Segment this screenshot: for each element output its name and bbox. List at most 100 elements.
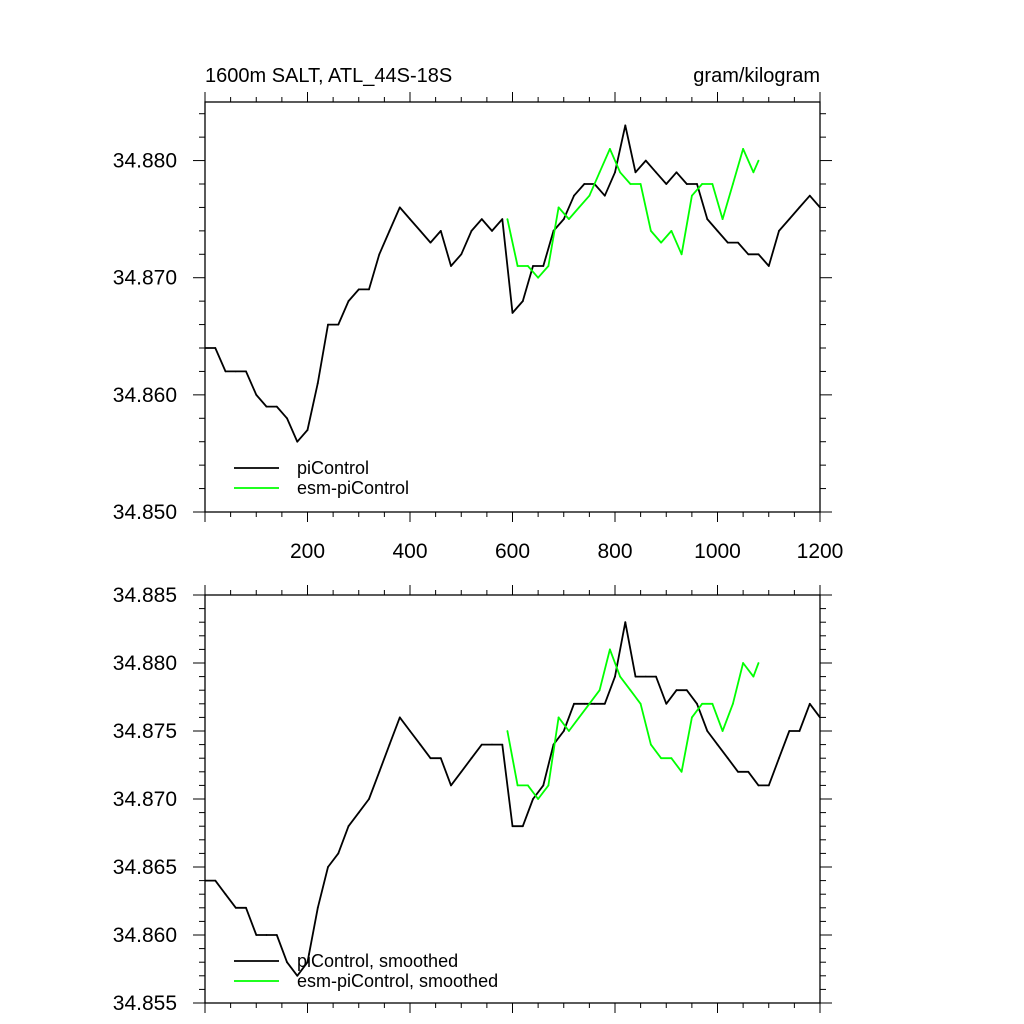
x-tick-label: 400 (392, 540, 427, 563)
data-point (224, 370, 227, 373)
data-point (205, 347, 206, 349)
legend-label: esm-piControl, smoothed (297, 971, 498, 991)
data-point (644, 675, 647, 678)
legend-label: piControl, smoothed (297, 951, 458, 971)
data-point (716, 230, 719, 232)
data-point (721, 218, 724, 221)
data-point (547, 265, 550, 267)
y-tick-label: 34.870 (113, 788, 177, 811)
data-point (593, 702, 596, 705)
data-point (670, 230, 673, 232)
data-point (516, 784, 519, 787)
data-point (368, 288, 370, 291)
data-point (398, 716, 401, 719)
data-point (557, 206, 560, 209)
data-point (398, 206, 401, 209)
data-point (634, 171, 637, 174)
data-point (757, 159, 760, 162)
data-point (583, 702, 586, 705)
data-point (511, 825, 514, 828)
data-point (696, 702, 698, 705)
data-point (624, 621, 627, 624)
data-point (757, 662, 760, 664)
data-point (624, 124, 627, 127)
data-point (286, 961, 288, 964)
data-point (650, 743, 652, 746)
x-tick-label: 1000 (694, 540, 741, 563)
series-line-1 (506, 147, 760, 279)
data-point (808, 194, 811, 197)
data-point (542, 265, 545, 267)
data-point (245, 906, 247, 909)
data-point (388, 230, 391, 232)
data-point (337, 323, 340, 326)
data-point (675, 689, 678, 692)
data-point (742, 662, 744, 664)
data-point (537, 276, 539, 279)
data-point (255, 934, 258, 936)
data-point (234, 906, 237, 909)
y-tick-label: 34.870 (113, 267, 177, 290)
data-point (726, 241, 729, 244)
data-point (506, 218, 509, 221)
data-point (655, 171, 657, 174)
data-point (742, 148, 744, 150)
data-point (819, 206, 820, 209)
data-point (696, 183, 698, 185)
data-point (588, 702, 591, 705)
data-point (598, 171, 601, 174)
x-tick-label: 200 (290, 540, 325, 563)
data-point (670, 757, 673, 760)
bottom-panel: 34.855 34.860 34.865 34.870 34.875 34.880 34.8… (113, 584, 832, 1015)
plot-frame (204, 594, 821, 1004)
data-point (767, 784, 770, 787)
data-point (808, 702, 811, 705)
data-point (327, 323, 329, 326)
data-point (603, 194, 606, 197)
series-line-0 (205, 621, 820, 977)
data-point (655, 675, 657, 678)
data-point (275, 934, 278, 936)
data-point (388, 743, 391, 746)
data-point (516, 265, 519, 267)
data-point (619, 675, 621, 678)
legend-label: piControl (297, 458, 369, 478)
data-point (685, 689, 688, 692)
data-point (450, 784, 452, 787)
data-point (527, 784, 529, 787)
data-point (439, 230, 442, 232)
data-point (598, 689, 601, 692)
data-point (701, 702, 703, 705)
data-point (716, 743, 719, 746)
data-point (650, 230, 652, 232)
y-tick-label: 34.860 (113, 924, 177, 947)
data-point (685, 183, 688, 185)
data-point (460, 770, 463, 773)
y-tick-label: 34.850 (113, 501, 177, 524)
data-point (609, 148, 611, 150)
data-point (286, 417, 288, 420)
data-point (726, 757, 729, 760)
data-point (470, 757, 473, 760)
data-point (562, 730, 565, 732)
data-point (767, 265, 770, 267)
data-point (547, 784, 550, 787)
data-point (778, 757, 780, 760)
data-point (306, 429, 309, 431)
data-point (542, 784, 545, 787)
data-point (429, 757, 432, 760)
data-point (378, 770, 381, 773)
data-point (639, 183, 642, 185)
data-point (347, 825, 350, 828)
chart-title: 1600m SALT, ATL_44S-18S (205, 65, 452, 87)
data-point (409, 730, 411, 732)
data-point (234, 370, 237, 373)
data-point (205, 879, 206, 882)
data-point (639, 702, 642, 705)
y-tick-label: 34.885 (113, 584, 177, 607)
data-point (568, 730, 570, 732)
x-tick-label: 600 (495, 540, 530, 563)
data-point (337, 852, 340, 855)
data-point (819, 716, 820, 719)
data-point (711, 183, 714, 185)
